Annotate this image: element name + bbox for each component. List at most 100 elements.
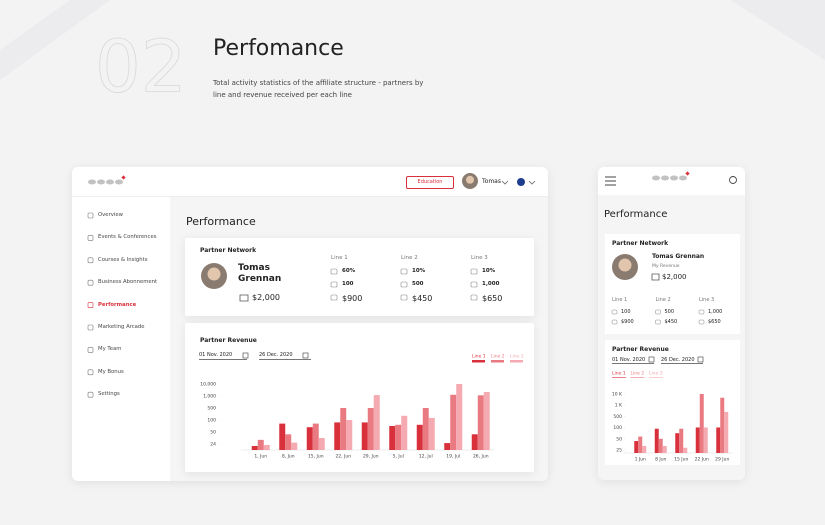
header-divider [72, 196, 548, 197]
revenue-title: Partner Revenue [200, 337, 257, 344]
line-label: Line 3 [471, 255, 488, 261]
y-tick-label: 1 K [615, 403, 623, 409]
bar [367, 408, 374, 450]
nav-icon [87, 324, 94, 331]
y-tick-label: 25 [616, 448, 622, 454]
language-flag[interactable] [517, 178, 525, 186]
nav-icon [87, 369, 94, 376]
bar [251, 446, 258, 450]
legend-label[interactable]: Line 1 [472, 354, 486, 360]
nav-icon [87, 391, 94, 398]
mobile-revenue-title: Partner Revenue [612, 346, 669, 353]
nav-icon [87, 347, 94, 353]
mobile-line-amount: $450 [664, 319, 678, 325]
mobile-line-label: Line 2 [655, 297, 671, 303]
nav-item[interactable]: My Team [98, 346, 122, 353]
logo-accent [121, 175, 126, 180]
bar [334, 422, 341, 450]
date-from[interactable]: 01 Nov. 2020 [199, 352, 247, 360]
line-icon [400, 281, 408, 288]
legend-label[interactable]: Line 2 [631, 371, 645, 377]
legend-label[interactable]: Line 3 [649, 371, 663, 377]
line-icon [330, 294, 338, 301]
x-tick-label: 22 Jun [695, 457, 709, 463]
line-count: 100 [342, 281, 354, 287]
legend-swatch[interactable] [491, 360, 504, 363]
bar [683, 447, 688, 453]
bar [654, 428, 659, 453]
line-amount: $450 [412, 294, 433, 303]
nav-item[interactable]: My Bonus [98, 368, 124, 375]
bar [422, 408, 429, 450]
nav-item[interactable]: Settings [98, 391, 120, 398]
logo-mark [670, 175, 678, 181]
x-tick-label: 5, Jul [393, 454, 404, 460]
menu-icon[interactable] [605, 176, 616, 186]
search-icon[interactable] [729, 176, 737, 184]
line-icon [655, 309, 661, 315]
nav-item[interactable]: Events & Conferences [98, 234, 157, 241]
mobile-line-count: 500 [664, 309, 675, 315]
x-tick-label: 8, Jun [282, 454, 295, 460]
mobile-line-amount: $650 [708, 319, 721, 325]
nav-icon [87, 257, 94, 264]
line-count: 1,000 [482, 281, 500, 287]
mobile-network-title: Partner Network [612, 240, 669, 247]
x-tick-label: 29, Jun [363, 454, 379, 460]
x-tick-label: 15 Jun [674, 457, 688, 463]
mobile-date-to[interactable]: 26 Dec. 2020 [661, 357, 703, 364]
legend-swatch[interactable] [510, 360, 523, 363]
line-icon [470, 268, 478, 275]
user-name[interactable]: Tomas [482, 178, 501, 185]
legend-swatch[interactable] [649, 377, 663, 378]
dropdown-icon[interactable] [501, 180, 536, 185]
y-tick-label: 10 K [612, 392, 623, 398]
user-avatar-face [466, 175, 474, 184]
page-title: Performance [186, 215, 256, 228]
mobile-date-from[interactable]: 01 Nov. 2020 [612, 357, 654, 364]
legend-label[interactable]: Line 1 [612, 371, 626, 377]
x-tick-label: 22, Jun [335, 454, 351, 460]
nav-item[interactable]: Courses & Insights [98, 256, 148, 263]
calendar-icon[interactable] [302, 352, 309, 359]
bar [416, 424, 423, 450]
mobile-network-subtitle: My Revenue [652, 264, 680, 269]
bar [291, 442, 298, 450]
mobile-line-count: 100 [621, 309, 631, 315]
line-label: Line 2 [401, 255, 418, 261]
decor-shape [730, 0, 825, 60]
calendar-icon[interactable] [697, 356, 704, 363]
bar [279, 423, 286, 450]
hero-description: Total activity statistics of the affilia… [213, 79, 424, 99]
calendar-icon[interactable] [648, 356, 655, 363]
calendar-icon[interactable] [242, 352, 249, 359]
legend-swatch[interactable] [472, 360, 485, 363]
bar [679, 428, 684, 453]
bar [720, 397, 725, 453]
bar [444, 443, 451, 450]
logo-mark [97, 179, 105, 185]
legend-swatch[interactable] [630, 377, 645, 378]
mobile-line-count: 1,000 [708, 309, 723, 315]
nav-icon [87, 279, 94, 286]
nav-item[interactable]: Performance [98, 301, 137, 308]
date-to[interactable]: 26 Dec. 2020 [259, 352, 311, 360]
nav-item[interactable]: Marketing Arcade [98, 324, 145, 330]
x-tick-label: 15, Jun [308, 454, 324, 460]
legend-swatch[interactable] [612, 377, 626, 378]
education-button[interactable]: Education [406, 176, 454, 189]
x-tick-label: 12, Jul [419, 454, 433, 460]
bar [634, 441, 639, 453]
mobile-network-name: Tomas Grennan [652, 253, 705, 260]
line-count: 500 [412, 281, 424, 287]
x-tick-label: 1 Jun [635, 457, 646, 463]
bar [389, 426, 396, 450]
network-avatar-face [207, 267, 221, 281]
x-tick-label: 1, Jun [254, 454, 267, 460]
nav-item[interactable]: Business Abonnement [98, 279, 158, 286]
legend-label[interactable]: Line 3 [510, 354, 524, 360]
nav-item[interactable]: Overview [98, 212, 123, 218]
legend-label[interactable]: Line 2 [491, 354, 505, 360]
